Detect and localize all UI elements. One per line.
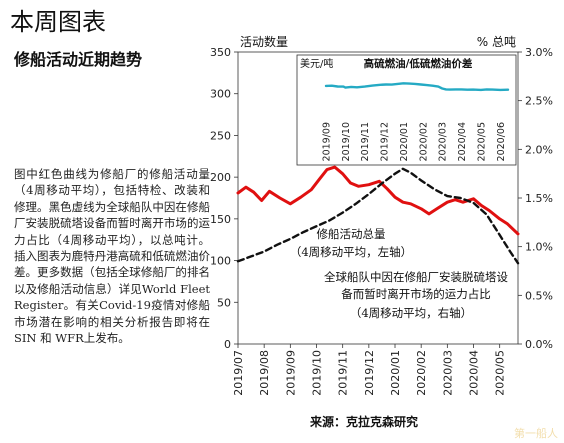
inset-x-tick-label: 2019/11 — [360, 122, 371, 161]
right-tick-label: 0.5% — [525, 289, 553, 302]
inset-x-tick-label: 2019/10 — [341, 122, 352, 161]
x-tick-label: 2019/09 — [284, 350, 297, 396]
inset-x-tick-label: 2020/03 — [438, 122, 449, 161]
left-tick-label: 150 — [210, 213, 231, 226]
left-tick-label: 50 — [217, 296, 231, 309]
left-tick-label: 100 — [210, 255, 231, 268]
inset-x-tick-label: 2020/04 — [457, 122, 468, 161]
left-tick-label: 0 — [224, 338, 231, 351]
x-tick-label: 2020/04 — [468, 350, 481, 396]
series-annotation: （4周移动平均，右轴） — [350, 306, 472, 320]
x-tick-label: 2020/03 — [441, 350, 454, 396]
inset-chart: 美元/吨 高硫燃油/低硫燃油价差 2019/09 2019/10 2019/11 2019… — [296, 54, 517, 166]
page-title: 本周图表 — [10, 8, 106, 36]
right-tick-label: 3.0% — [525, 46, 553, 59]
series-annotation: 备而暂时离开市场的运力占比 — [341, 287, 491, 301]
inset-spread-line — [324, 82, 510, 92]
x-tick-label: 2020/05 — [494, 350, 507, 396]
right-tick-label: 2.0% — [525, 143, 553, 156]
series-annotation: 修船活动总量 — [317, 227, 386, 241]
x-tick-label: 2019/11 — [337, 350, 350, 396]
inset-x-tick-label: 2020/01 — [399, 122, 410, 161]
main-labels: 修船活动总量 （4周移动平均，左轴） 全球船队中因在修船厂安装脱硫塔设备而暂时离开市… — [290, 227, 509, 429]
left-tick-label: 300 — [210, 88, 231, 101]
x-tick-label: 2019/07 — [232, 350, 245, 396]
inset-y-label: 美元/吨 — [300, 57, 333, 70]
inset-x-tick-label: 2020/02 — [418, 122, 429, 161]
inset-title: 高硫燃油/低硫燃油价差 — [364, 57, 473, 70]
inset-frame — [296, 54, 517, 166]
right-tick-label: 1.0% — [525, 241, 553, 254]
x-tick-label: 2020/01 — [389, 350, 402, 396]
x-tick-label: 2019/12 — [363, 350, 376, 396]
x-tick-label: 2019/10 — [311, 350, 324, 396]
left-axis-label: 活动数量 — [240, 34, 288, 49]
right-tick-label: 0.0% — [525, 338, 553, 351]
x-tick-label: 2019/08 — [258, 350, 271, 396]
series-annotation: 全球船队中因在修船厂安装脱硫塔设 — [324, 270, 508, 284]
inset-x-tick-label: 2019/12 — [380, 122, 391, 161]
main-axes: 0 50 100 150 200 250 300 350 0.0% 0.5% 1.0% 1.5% 2.0… — [210, 34, 553, 396]
scrubber-capacity-share-line — [236, 167, 520, 265]
repair-activity-line — [236, 165, 520, 236]
series-annotation: （4周移动平均，左轴） — [290, 245, 412, 259]
chart-description: 图中红色曲线为修船厂的修船活动量（4周移动平均），包括特检、改装和修理。黑色虚线… — [14, 167, 210, 346]
watermark: 第一船人 — [514, 427, 558, 440]
left-tick-label: 350 — [210, 46, 231, 59]
right-tick-label: 2.5% — [525, 95, 553, 108]
main-series — [236, 165, 520, 265]
x-tick-label: 2020/02 — [415, 350, 428, 396]
right-tick-label: 1.5% — [525, 192, 553, 205]
inset-x-tick-label: 2019/09 — [322, 122, 333, 161]
source-note: 来源：克拉克森研究 — [309, 414, 418, 429]
left-tick-label: 250 — [210, 129, 231, 142]
page-subtitle: 修船活动近期趋势 — [14, 50, 143, 69]
inset-x-tick-label: 2020/06 — [496, 122, 507, 161]
right-axis-label: % 总吨 — [477, 35, 516, 49]
left-tick-label: 200 — [210, 171, 231, 184]
inset-x-tick-label: 2020/05 — [476, 122, 487, 161]
